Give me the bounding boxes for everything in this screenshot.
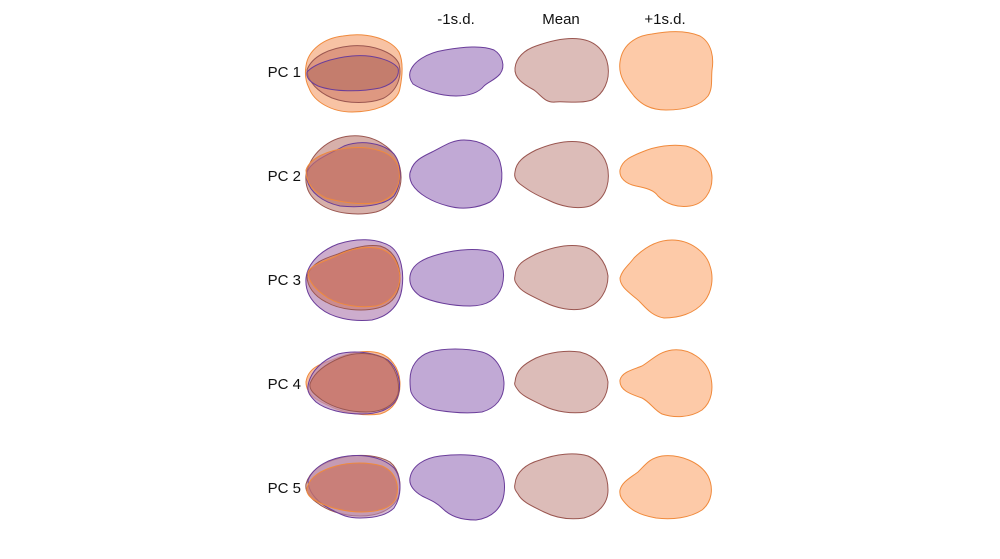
outline-mean (309, 353, 399, 413)
panel-pc3-overlay (305, 239, 404, 321)
shape-pc2-mean (514, 141, 609, 209)
shape-pc4-plus (619, 349, 713, 418)
panel-pc3-minus (409, 249, 505, 307)
outline-plus (307, 247, 401, 308)
outline-plus (305, 147, 400, 205)
row-labels: PC 1 PC 2 PC 3 PC 4 PC 5 (268, 64, 301, 497)
panel-pc2-overlay (305, 135, 402, 215)
shape-pc1-minus (409, 46, 504, 97)
panel-pc2-plus (619, 144, 713, 207)
shape-panels (304, 31, 714, 521)
shape-pc4-minus (409, 348, 505, 414)
panel-pc4-mean (514, 350, 609, 414)
panel-pc4-overlay (305, 351, 401, 416)
shape-pc4-mean (514, 350, 609, 414)
shape-pc1-plus (619, 31, 714, 111)
row-label-pc5: PC 5 (268, 480, 301, 497)
shape-pc2-plus (619, 144, 713, 207)
panel-pc3-plus (619, 239, 713, 319)
outline-minus (306, 55, 399, 92)
shape-pc5-minus (409, 454, 505, 521)
row-label-pc3: PC 3 (268, 272, 301, 289)
panel-pc1-overlay (304, 34, 403, 113)
panel-pc5-overlay (305, 454, 401, 519)
panel-pc4-plus (619, 349, 713, 418)
panel-pc1-minus (409, 46, 504, 97)
column-titles: -1s.d. Mean +1s.d. (437, 11, 685, 28)
row-label-pc2: PC 2 (268, 168, 301, 185)
shape-pc5-plus (619, 455, 712, 520)
panel-pc3-mean (514, 245, 609, 311)
panel-pc2-minus (409, 139, 503, 209)
row-label-pc1: PC 1 (268, 64, 301, 81)
shape-pc3-mean (514, 245, 609, 311)
panel-pc5-plus (619, 455, 712, 520)
shape-pc3-plus (619, 239, 713, 319)
panel-pc1-plus (619, 31, 714, 111)
shape-pc3-minus (409, 249, 505, 307)
shape-pc2-minus (409, 139, 503, 209)
outline-plus (306, 462, 398, 513)
row-label-pc4: PC 4 (268, 376, 301, 393)
column-title-mean: Mean (542, 11, 580, 28)
panel-pc5-mean (514, 453, 609, 520)
column-title-plus: +1s.d. (644, 11, 685, 28)
panel-pc5-minus (409, 454, 505, 521)
shape-pc5-mean (514, 453, 609, 520)
shape-pc1-mean (514, 38, 609, 103)
panel-pc4-minus (409, 348, 505, 414)
panel-pc2-mean (514, 141, 609, 209)
column-title-minus: -1s.d. (437, 11, 475, 28)
panel-pc1-mean (514, 38, 609, 103)
